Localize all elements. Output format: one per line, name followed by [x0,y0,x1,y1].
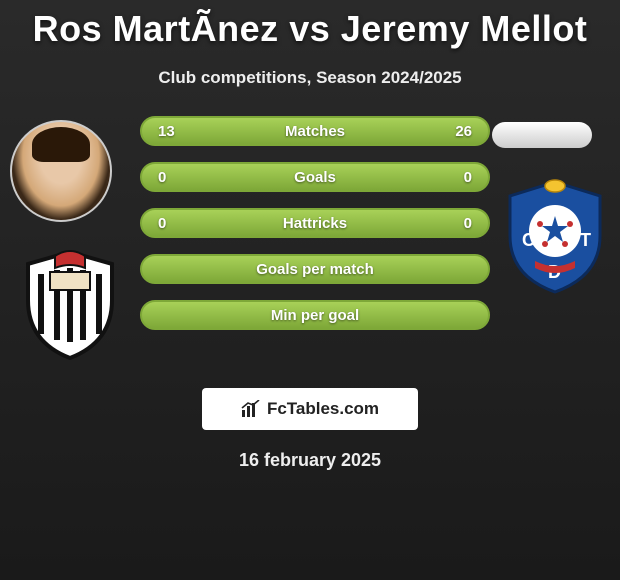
club-left-crest [20,250,120,360]
stat-left: 0 [158,169,198,186]
stat-bars: 13 Matches 26 0 Goals 0 0 Hattricks 0 Go… [140,116,490,346]
date-label: 16 february 2025 [0,450,620,471]
stat-right: 0 [432,169,472,186]
stat-bar-hattricks: 0 Hattricks 0 [140,208,490,238]
svg-text:C: C [522,230,535,250]
stat-label: Goals per match [198,261,432,278]
stat-label: Goals [198,169,432,186]
stat-bar-goals: 0 Goals 0 [140,162,490,192]
player-left-avatar [10,120,112,222]
stat-label: Matches [198,123,432,140]
subtitle: Club competitions, Season 2024/2025 [0,68,620,88]
chart-icon [241,400,261,418]
stat-left: 13 [158,123,198,140]
comparison-area: C D T 13 Matches 26 0 Goals 0 0 Hattrick… [0,116,620,376]
stat-bar-gpm: Goals per match [140,254,490,284]
stat-bar-matches: 13 Matches 26 [140,116,490,146]
player-right-avatar [492,122,592,148]
brand-text: FcTables.com [267,399,379,419]
avatar-face [12,122,110,220]
stat-right: 26 [432,123,472,140]
club-right-crest: C D T [500,176,610,296]
page-title: Ros MartÃ­nez vs Jeremy Mellot [0,0,620,50]
stat-label: Hattricks [198,215,432,232]
brand-box: FcTables.com [202,388,418,430]
stat-label: Min per goal [198,307,432,324]
stat-left: 0 [158,215,198,232]
svg-text:T: T [580,230,591,250]
stat-right: 0 [432,215,472,232]
stat-bar-mpg: Min per goal [140,300,490,330]
